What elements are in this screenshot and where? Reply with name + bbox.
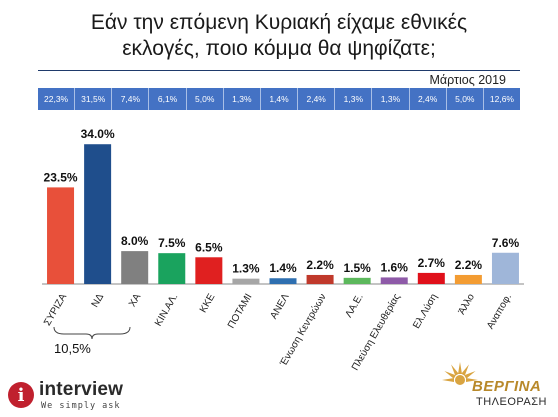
- strip-cell: 6,1%: [149, 88, 187, 110]
- bar-value-label: 1.4%: [269, 261, 297, 275]
- strip-cell: 2,4%: [298, 88, 336, 110]
- category-label: ΝΔ: [90, 292, 107, 310]
- bar-value-label: 1.3%: [232, 262, 260, 276]
- strip-cell: 1,3%: [335, 88, 373, 110]
- vergina-logo: ΒΕΡΓΙΝΑ ΤΗΛΕΟΡΑΣΗ: [438, 356, 554, 414]
- bar: [121, 251, 149, 284]
- vergina-logo-name: ΒΕΡΓΙΝΑ: [472, 378, 542, 395]
- previous-results-strip: 22,3% 31,5% 7,4% 6,1% 5,0% 1,3% 1,4% 2,4% 1,3% 1,…: [38, 88, 521, 110]
- bar: [417, 272, 445, 284]
- bar: [380, 277, 408, 284]
- strip-cell: 12,6%: [483, 88, 521, 110]
- title-line-2: εκλογές, ποιο κόμμα θα ψηφίζατε;: [122, 37, 436, 60]
- bar-value-label: 7.5%: [158, 236, 186, 250]
- strip-cell: 1,3%: [223, 88, 261, 110]
- category-label: ΑΝΕΛ: [268, 292, 291, 321]
- interview-logo-tagline: We simply ask: [41, 401, 121, 411]
- bar-value-label: 2.2%: [455, 258, 483, 272]
- bar-value-label: 23.5%: [44, 170, 78, 184]
- chart-title: Εάν την επόμενη Κυριακή είχαμε εθνικές ε…: [0, 10, 558, 62]
- bar-value-label: 2.2%: [306, 258, 334, 272]
- title-line-1: Εάν την επόμενη Κυριακή είχαμε εθνικές: [90, 11, 468, 34]
- strip-cell: 1,4%: [260, 88, 299, 110]
- category-label: Αναποφ.: [485, 292, 514, 331]
- strip-cell: 1,3%: [372, 88, 410, 110]
- strip-cell: 5,0%: [186, 88, 224, 110]
- category-label: ΛΑ.Ε.: [343, 292, 365, 320]
- bar-value-label: 2.7%: [418, 256, 446, 270]
- bar: [343, 277, 371, 284]
- date-label: Μάρτιος 2019: [429, 73, 506, 87]
- bar-value-label: 7.6%: [492, 236, 520, 250]
- bar-value-label: 1.6%: [381, 260, 409, 274]
- category-label: ΠΟΤΑΜΙ: [226, 292, 255, 331]
- bar: [454, 274, 482, 284]
- vergina-logo-sub: ΤΗΛΕΟΡΑΣΗ: [476, 396, 548, 408]
- sun-icon: [442, 362, 478, 385]
- category-label: ΣΥΡΙΖΑ: [42, 292, 69, 328]
- category-label: Ελ.Λύση: [410, 292, 440, 331]
- bar: [158, 253, 186, 284]
- interview-logo-name: interview: [39, 379, 124, 400]
- strip-cell: 31,5%: [75, 88, 113, 110]
- category-label: ΧΑ: [127, 292, 143, 309]
- strip-cell: 7,4%: [112, 88, 150, 110]
- bar-value-label: 34.0%: [81, 127, 115, 141]
- bar-value-label: 8.0%: [121, 234, 149, 248]
- bar: [269, 278, 297, 284]
- category-label: ΚΙΝ.ΑΛ.: [153, 292, 180, 328]
- bar-value-label: 1.5%: [343, 261, 371, 275]
- bar: [84, 144, 112, 284]
- bar: [491, 252, 519, 284]
- strip-cell: 5,0%: [446, 88, 484, 110]
- bar: [195, 257, 223, 284]
- strip-cell: 22,3%: [38, 88, 76, 110]
- bar-value-label: 6.5%: [195, 240, 223, 254]
- category-label: ΚΚΕ: [198, 292, 218, 315]
- bar: [232, 278, 260, 284]
- strip-cell: 2,4%: [409, 88, 447, 110]
- group-brace: [53, 326, 131, 340]
- header-rule: [38, 70, 520, 71]
- group-note: 10,5%: [54, 341, 91, 356]
- info-icon: i: [8, 382, 34, 408]
- category-label: Άλλο: [456, 292, 477, 317]
- bar: [47, 187, 75, 284]
- bar: [306, 274, 334, 284]
